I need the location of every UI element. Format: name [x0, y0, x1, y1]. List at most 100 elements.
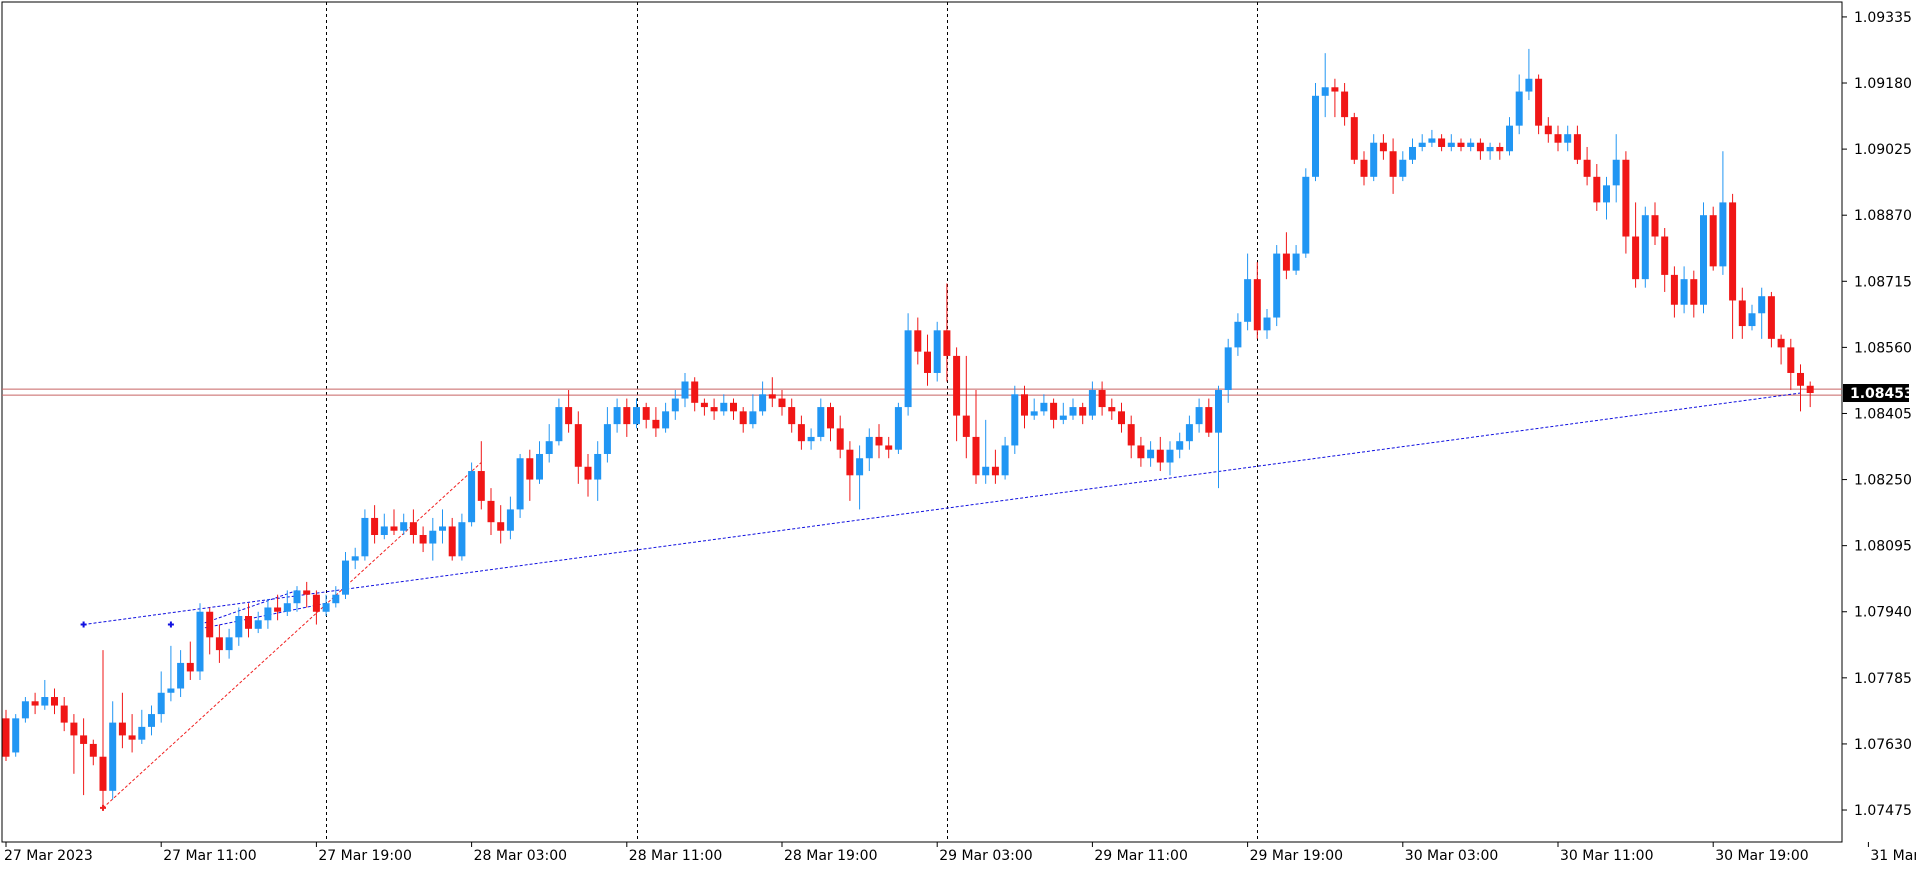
candle-body — [31, 701, 39, 706]
candle-body — [2, 718, 10, 757]
candle-body — [80, 735, 88, 744]
candle-body — [933, 330, 941, 373]
current-price-label: 1.08453 — [1850, 386, 1914, 402]
x-axis-tick-label: 31 Mar 03:00 — [1870, 848, 1916, 864]
candle-body — [439, 526, 446, 531]
candle-body — [351, 556, 359, 561]
candle-body — [21, 701, 29, 719]
x-axis-tick-label: 30 Mar 11:00 — [1560, 848, 1653, 864]
candle-body — [730, 402, 737, 412]
x-axis-tick-label: 29 Mar 19:00 — [1250, 848, 1343, 864]
candle-body — [1690, 279, 1698, 305]
candle-body — [1573, 134, 1581, 160]
y-axis-tick-label: 1.08560 — [1854, 340, 1912, 356]
red-cross-marker — [100, 804, 106, 811]
candle-body — [1758, 296, 1766, 314]
blue-trendline[interactable] — [83, 392, 1801, 626]
candle-body — [1438, 138, 1446, 147]
candle-body — [1224, 347, 1232, 391]
candle-body — [1244, 279, 1252, 322]
candle-body — [1292, 253, 1300, 271]
candle-body — [303, 590, 311, 595]
candle-body — [1166, 449, 1174, 463]
candle-body — [1651, 215, 1659, 237]
candle-body — [1709, 215, 1717, 267]
candle-body — [312, 594, 320, 612]
candle-body — [807, 436, 815, 442]
candle-body — [1457, 142, 1465, 147]
candle-body — [1544, 125, 1552, 135]
candle-body — [1127, 424, 1135, 446]
candle-body — [429, 530, 437, 544]
y-axis-tick-label: 1.07475 — [1854, 803, 1912, 819]
candle-body — [1302, 176, 1310, 254]
candle-body — [865, 436, 873, 459]
candle-body — [943, 330, 951, 356]
candle-body — [555, 407, 563, 442]
candle-body — [623, 407, 631, 425]
candle-body — [409, 522, 417, 535]
candle-body — [468, 471, 476, 523]
candle-body — [691, 381, 699, 403]
candle-body — [1700, 215, 1707, 305]
blue-channel-lower[interactable] — [199, 602, 327, 630]
candle-body — [1001, 445, 1009, 476]
candle-body — [497, 522, 505, 531]
candle-body — [1389, 151, 1397, 177]
candle-body — [215, 637, 223, 651]
candle-body — [1137, 445, 1145, 459]
candle-body — [458, 522, 466, 557]
x-axis-tick-label: 29 Mar 11:00 — [1094, 848, 1187, 864]
candle-body — [380, 526, 388, 535]
candle-body — [827, 407, 834, 429]
candle-body — [526, 458, 534, 480]
x-axis-tick-label: 30 Mar 19:00 — [1715, 848, 1808, 864]
plot-frame — [1, 1, 1843, 843]
candle-body — [817, 407, 825, 437]
candle-body — [1011, 394, 1019, 446]
x-axis-tick-label: 28 Mar 03:00 — [474, 848, 567, 864]
y-axis-tick-label: 1.09335 — [1854, 10, 1912, 26]
candle-body — [1079, 407, 1087, 416]
candle-body — [332, 594, 340, 604]
candle-body — [1069, 407, 1077, 416]
candle-body — [1195, 407, 1203, 425]
candle-body — [739, 411, 747, 425]
candle-body — [99, 756, 107, 791]
x-axis-tick-label: 30 Mar 03:00 — [1405, 848, 1498, 864]
candle-body — [642, 407, 650, 420]
candle-body — [1215, 390, 1222, 433]
y-axis-tick-label: 1.09025 — [1854, 142, 1912, 158]
candle-body — [778, 398, 786, 408]
candle-body — [536, 453, 543, 480]
candle-body — [1680, 279, 1688, 305]
candle-body — [1253, 279, 1261, 331]
candle-body — [545, 441, 553, 454]
candle-body — [1098, 390, 1106, 408]
candle-body — [768, 394, 776, 399]
candle-body — [225, 637, 233, 651]
candle-body — [875, 436, 883, 446]
x-axis-tick-label: 27 Mar 11:00 — [163, 848, 256, 864]
candle-body — [1205, 407, 1213, 433]
candle-body — [681, 381, 689, 399]
candle-body — [1564, 134, 1572, 143]
candle-body — [1350, 117, 1358, 160]
candle-body — [1370, 142, 1378, 177]
candle-body — [1059, 415, 1067, 420]
candle-body — [1670, 274, 1678, 305]
candle-body — [574, 424, 582, 467]
candle-body — [1515, 91, 1523, 126]
red-trendline[interactable] — [102, 462, 482, 809]
candle-body — [361, 517, 369, 557]
candle-body — [1147, 449, 1155, 459]
candle-body — [1282, 253, 1290, 271]
candle-body — [856, 458, 864, 476]
candle-body — [1612, 159, 1620, 186]
y-axis-tick-label: 1.08095 — [1854, 539, 1912, 555]
candle-body — [1030, 411, 1038, 416]
candle-body — [1593, 176, 1601, 203]
candle-body — [1525, 78, 1533, 92]
